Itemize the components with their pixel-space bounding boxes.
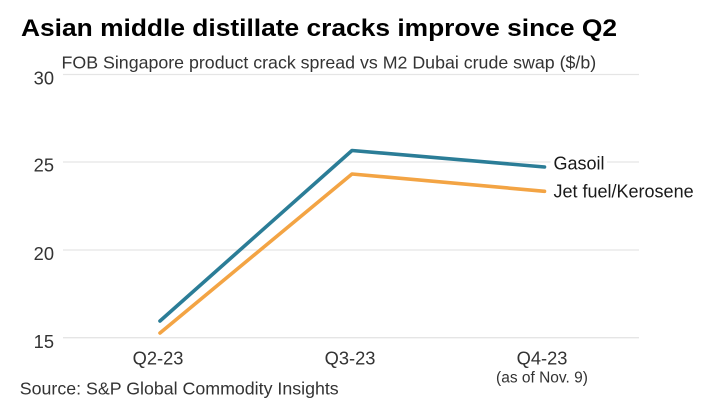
svg-text:Gasoil: Gasoil xyxy=(554,154,605,174)
svg-text:25: 25 xyxy=(34,155,54,176)
svg-text:Q4-23: Q4-23 xyxy=(517,347,568,368)
svg-text:Jet fuel/Kerosene: Jet fuel/Kerosene xyxy=(554,182,694,202)
svg-text:30: 30 xyxy=(34,67,54,88)
svg-text:Source: S&P Global Commodity I: Source: S&P Global Commodity Insights xyxy=(20,378,339,398)
svg-text:(as of Nov. 9): (as of Nov. 9) xyxy=(496,369,588,386)
svg-text:15: 15 xyxy=(34,331,54,352)
svg-text:Q3-23: Q3-23 xyxy=(325,347,376,368)
svg-text:Q2-23: Q2-23 xyxy=(133,347,184,368)
svg-text:FOB Singapore product crack sp: FOB Singapore product crack spread vs M2… xyxy=(62,53,597,73)
svg-text:Asian middle distillate cracks: Asian middle distillate cracks improve s… xyxy=(21,15,617,42)
svg-text:20: 20 xyxy=(34,243,54,264)
